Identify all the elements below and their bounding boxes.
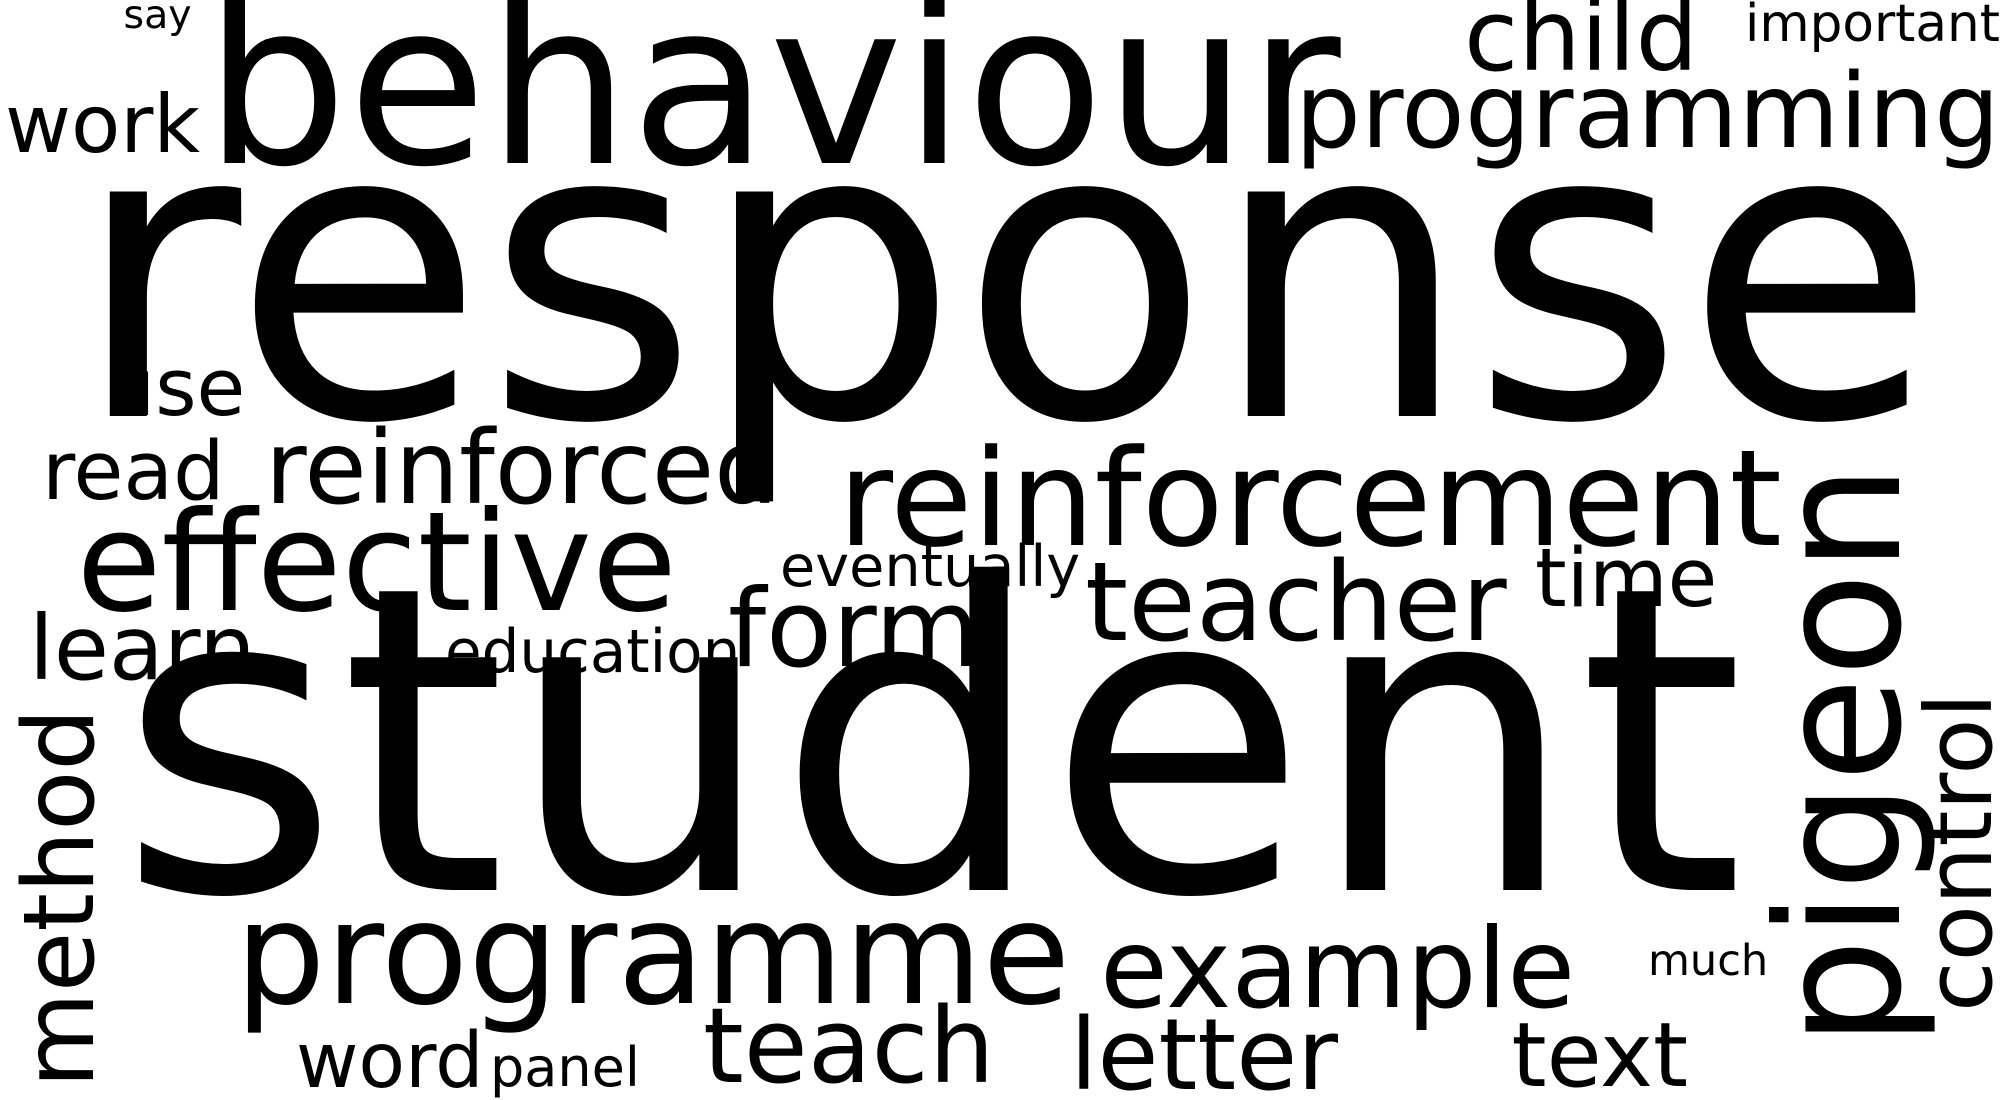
word-much: much xyxy=(1648,935,1769,986)
word-text: text xyxy=(1511,1003,1689,1100)
word-effective: effective xyxy=(76,481,677,643)
word-education: education xyxy=(445,618,741,687)
word-method: method xyxy=(3,708,117,1088)
word-behaviour: behaviour xyxy=(204,0,1341,217)
word-important: important xyxy=(1745,0,2000,54)
word-use: use xyxy=(105,341,246,434)
word-time: time xyxy=(1535,531,1718,626)
word-reinforcement: reinforcement xyxy=(838,421,1782,577)
word-teacher: teacher xyxy=(1085,537,1507,666)
word-control: control xyxy=(1906,692,2000,1012)
word-learn: learn xyxy=(29,596,256,701)
word-teach: teach xyxy=(703,985,995,1100)
word-eventually: eventually xyxy=(780,533,1081,600)
word-reinforced: reinforced xyxy=(265,409,779,527)
word-letter: letter xyxy=(1070,998,1338,1100)
word-form: form xyxy=(728,567,981,692)
word-programme: programme xyxy=(235,870,1071,1037)
word-response: response xyxy=(72,34,1938,513)
word-read: read xyxy=(42,425,225,519)
word-programming: programming xyxy=(1295,51,2000,172)
word-work: work xyxy=(5,77,201,172)
word-student: student xyxy=(118,496,1745,991)
word-word: word xyxy=(296,1016,484,1100)
word-say: say xyxy=(123,0,192,38)
word-panel: panel xyxy=(490,1035,640,1099)
word-example: example xyxy=(1100,906,1576,1034)
word-child: child xyxy=(1464,0,1699,94)
